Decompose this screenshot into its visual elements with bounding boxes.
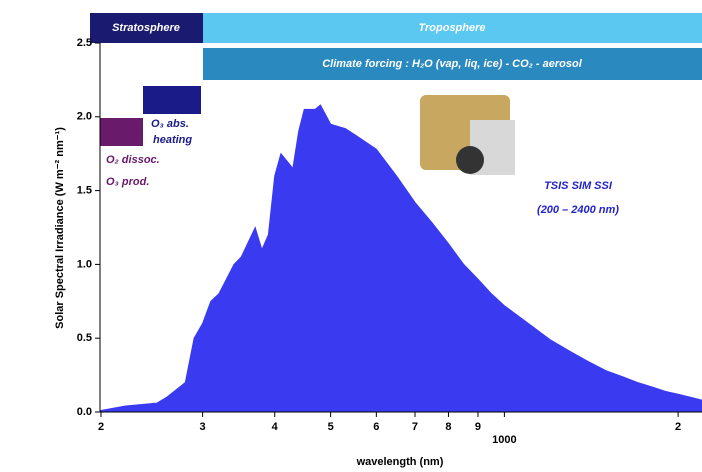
annotation: Troposphere [418, 22, 485, 34]
o2-box [100, 118, 143, 146]
o3-box [143, 86, 201, 114]
annotation: O₃ abs. [151, 118, 189, 130]
satellite-image [420, 95, 515, 175]
satellite-lens [456, 146, 484, 174]
annotation: O₂ dissoc. [106, 154, 160, 166]
troposphere-band [203, 13, 702, 43]
x-tick-label: 5 [328, 421, 334, 433]
x-tick-label: 2 [675, 421, 681, 433]
annotation: Stratosphere [112, 22, 180, 34]
y-tick-label: 0.5 [77, 332, 92, 344]
spectrum-area [100, 104, 702, 413]
x-axis-label: wavelength (nm) [356, 456, 444, 468]
x-tick-label: 6 [373, 421, 379, 433]
climate-band [203, 48, 702, 80]
y-tick-label: 1.5 [77, 185, 92, 197]
x-tick-label: 8 [445, 421, 451, 433]
y-tick-label: 2.5 [77, 37, 92, 49]
annotation: TSIS SIM SSI [544, 180, 613, 192]
annotation: (200 – 2400 nm) [537, 204, 619, 216]
y-axis-label: Solar Spectral Irradiance (W m⁻² nm⁻¹) [54, 127, 66, 329]
annotation: heating [153, 134, 192, 146]
y-tick-label: 1.0 [77, 258, 92, 270]
y-tick-label: 0.0 [77, 406, 92, 418]
x-tick-label: 3 [200, 421, 206, 433]
x-tick-label: 7 [412, 421, 418, 433]
annotation: Climate forcing : H₂O (vap, liq, ice) - … [322, 58, 583, 70]
x-tick-label: 9 [475, 421, 481, 433]
annotation: O₃ prod. [106, 176, 149, 188]
x-tick-label: 4 [272, 421, 279, 433]
stratosphere-band [90, 13, 203, 43]
y-tick-label: 2.0 [77, 111, 92, 123]
x-tick-label: 1000 [492, 434, 516, 446]
x-tick-label: 2 [98, 421, 104, 433]
